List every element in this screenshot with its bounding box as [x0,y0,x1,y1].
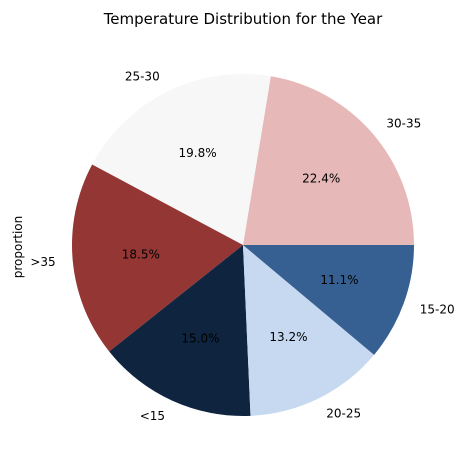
slice-label-4: <15 [140,409,165,423]
slice-percent-3: 18.5% [122,247,160,261]
pie-slice-3 [72,164,243,352]
slice-percent-5: 13.2% [269,330,307,344]
slice-percent-1: 22.4% [302,172,340,186]
pie-slice-6 [243,245,414,355]
slice-label-3: >35 [30,255,55,269]
slice-label-2: 25-30 [125,69,160,83]
pie-slices [72,74,414,416]
slice-percent-2: 19.8% [179,146,217,160]
pie-slice-5 [243,245,375,416]
slice-label-6: 15-20 [420,302,455,316]
slice-label-1: 30-35 [386,116,421,130]
slice-label-5: 20-25 [326,407,361,421]
y-axis-label: proportion [11,216,25,279]
slice-percent-4: 15.0% [181,331,219,345]
pie-slice-2 [92,74,271,245]
pie-slice-1 [243,76,414,245]
chart-title: Temperature Distribution for the Year [103,10,383,28]
pie-slice-4 [109,245,251,416]
slice-percent-6: 11.1% [320,273,358,287]
pie-labels: 30-35 22.4% 25-30 19.8% >35 18.5% <15 15.0% 20-2… [30,69,454,423]
